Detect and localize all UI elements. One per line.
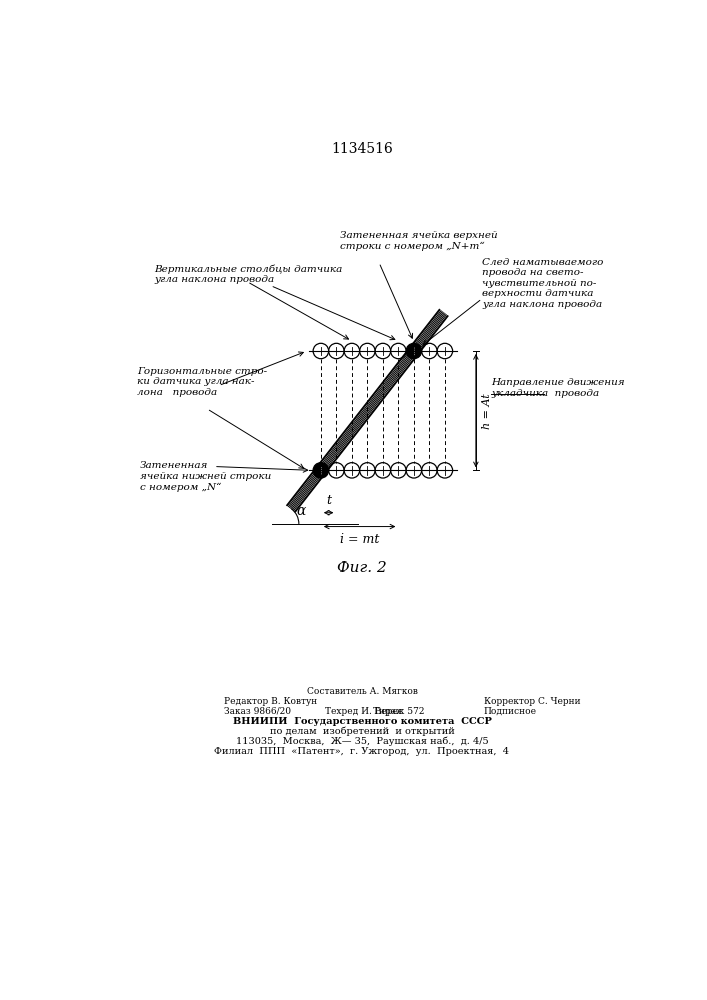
- Text: Фиг. 2: Фиг. 2: [337, 561, 387, 575]
- Text: Корректор С. Черни: Корректор С. Черни: [484, 697, 580, 706]
- Text: 113035,  Москва,  Ж— 35,  Раушская наб.,  д. 4/5: 113035, Москва, Ж— 35, Раушская наб., д.…: [235, 737, 489, 746]
- Text: α: α: [296, 504, 306, 518]
- Text: Техред И. Верес: Техред И. Верес: [325, 707, 403, 716]
- Text: Вертикальные столбцы датчика
угла наклона провода: Вертикальные столбцы датчика угла наклон…: [154, 264, 342, 284]
- Text: Горизонтальные стро-
ки датчика угла нак-
лона   провода: Горизонтальные стро- ки датчика угла нак…: [137, 367, 267, 397]
- Text: i = mt: i = mt: [340, 533, 380, 546]
- Text: по делам  изобретений  и открытий: по делам изобретений и открытий: [269, 727, 455, 736]
- Text: 1134516: 1134516: [331, 142, 393, 156]
- Text: h = At: h = At: [482, 393, 492, 429]
- Text: Филиал  ППП  «Патент»,  г. Ужгород,  ул.  Проектная,  4: Филиал ППП «Патент», г. Ужгород, ул. Про…: [214, 747, 510, 756]
- Text: Подписное: Подписное: [484, 707, 537, 716]
- Text: Заказ 9866/20: Заказ 9866/20: [224, 707, 291, 716]
- Text: Направление движения
укладчика  провода: Направление движения укладчика провода: [491, 378, 625, 398]
- Text: След наматываемого
провода на свето-
чувствительной по-
верхности датчика
угла н: След наматываемого провода на свето- чув…: [482, 258, 604, 309]
- Text: ВНИИПИ  Государственного комитета  СССР: ВНИИПИ Государственного комитета СССР: [233, 717, 491, 726]
- Text: Затененная
ячейка нижней строки
с номером „N“: Затененная ячейка нижней строки с номеро…: [140, 461, 271, 492]
- Circle shape: [406, 343, 421, 359]
- Text: t: t: [326, 494, 331, 507]
- Circle shape: [313, 463, 329, 478]
- Text: Затененная ячейка верхней
строки с номером „N+m“: Затененная ячейка верхней строки с номер…: [340, 231, 498, 251]
- Text: Составитель А. Мягков: Составитель А. Мягков: [307, 687, 417, 696]
- Text: Редактор В. Ковтун: Редактор В. Ковтун: [224, 697, 317, 706]
- Text: Тираж 572: Тираж 572: [373, 707, 424, 716]
